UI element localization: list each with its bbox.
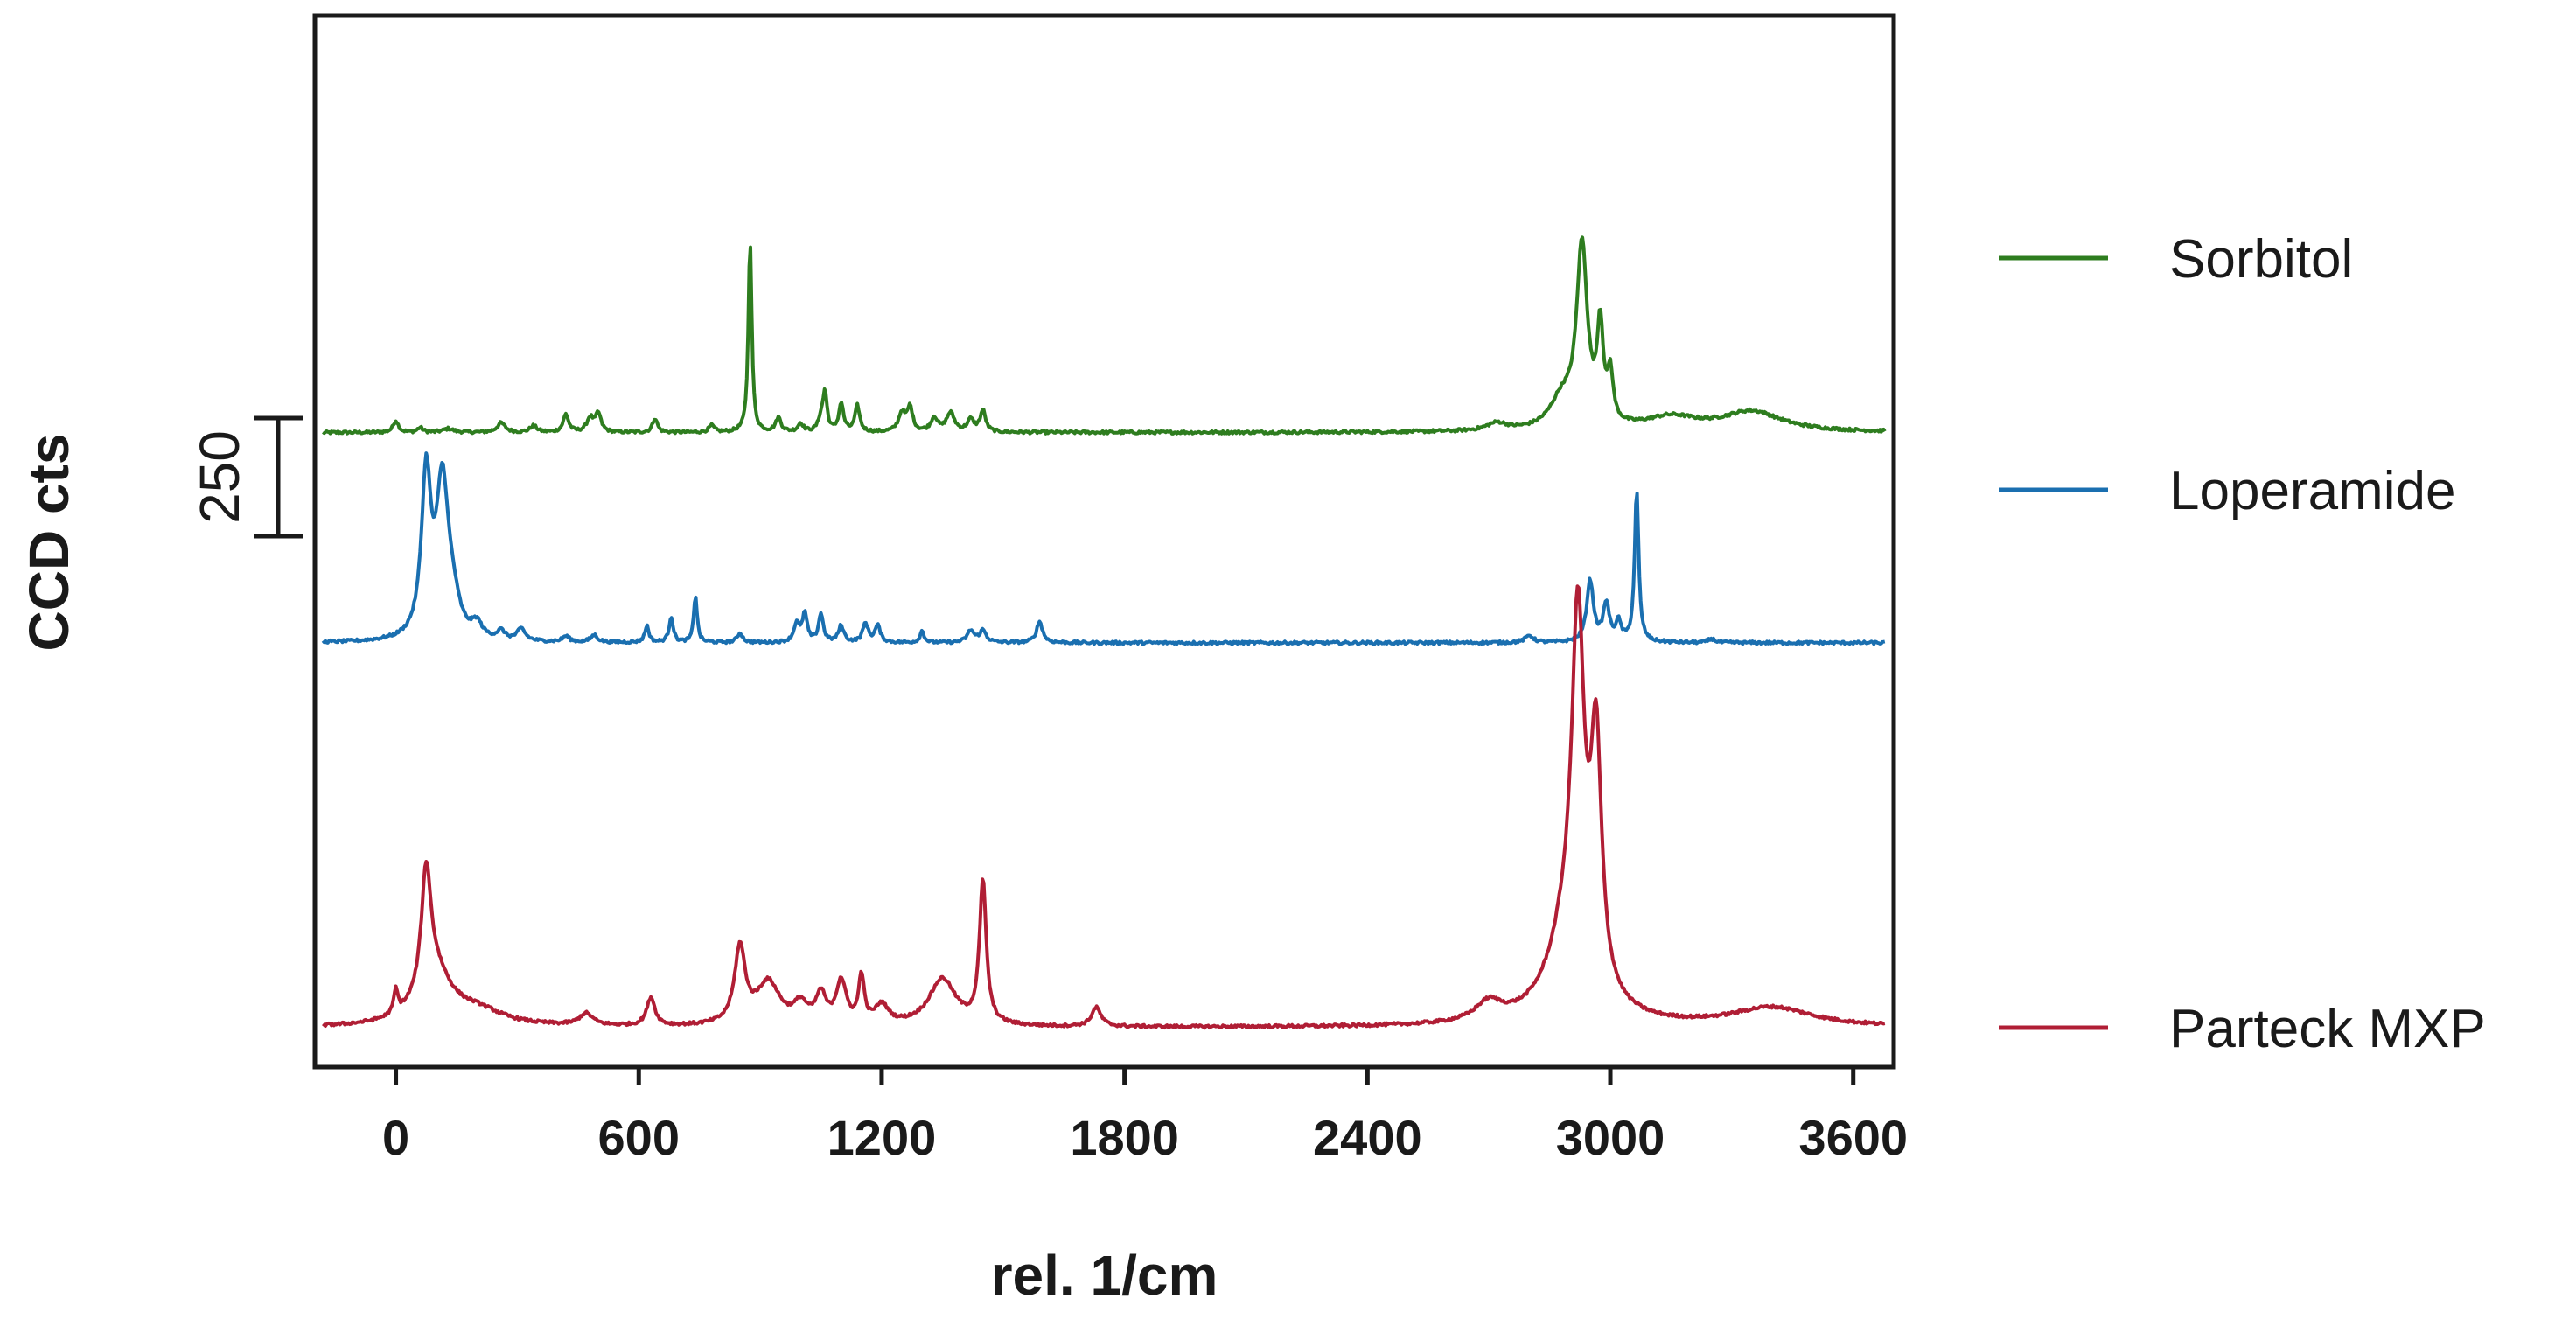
series-line-sorbitol xyxy=(323,237,1885,434)
x-tick-label: 600 xyxy=(598,1110,680,1165)
legend: Sorbitol Loperamide Parteck MXP xyxy=(1999,229,2486,1059)
series-line-parteck-mxp xyxy=(323,586,1885,1028)
x-tick-label: 0 xyxy=(382,1110,409,1165)
plot-frame xyxy=(315,16,1894,1067)
series-line-loperamide xyxy=(323,453,1885,644)
y-axis-label: CCD cts xyxy=(17,434,80,652)
legend-label: Loperamide xyxy=(2169,461,2455,521)
legend-label: Parteck MXP xyxy=(2169,999,2486,1059)
scale-bar-label: 250 xyxy=(188,430,251,524)
x-tick-label: 3600 xyxy=(1798,1110,1908,1165)
scale-bar: 250 xyxy=(188,418,303,536)
x-tick-label: 2400 xyxy=(1313,1110,1422,1165)
x-tick-label: 1800 xyxy=(1070,1110,1179,1165)
series-group xyxy=(323,237,1885,1028)
x-axis-label: rel. 1/cm xyxy=(991,1244,1218,1307)
x-tick-label: 1200 xyxy=(827,1110,937,1165)
legend-label: Sorbitol xyxy=(2169,229,2353,290)
x-axis: 0 600 1200 1800 2400 3000 3600 xyxy=(382,1067,1908,1165)
x-tick-label: 3000 xyxy=(1556,1110,1665,1165)
